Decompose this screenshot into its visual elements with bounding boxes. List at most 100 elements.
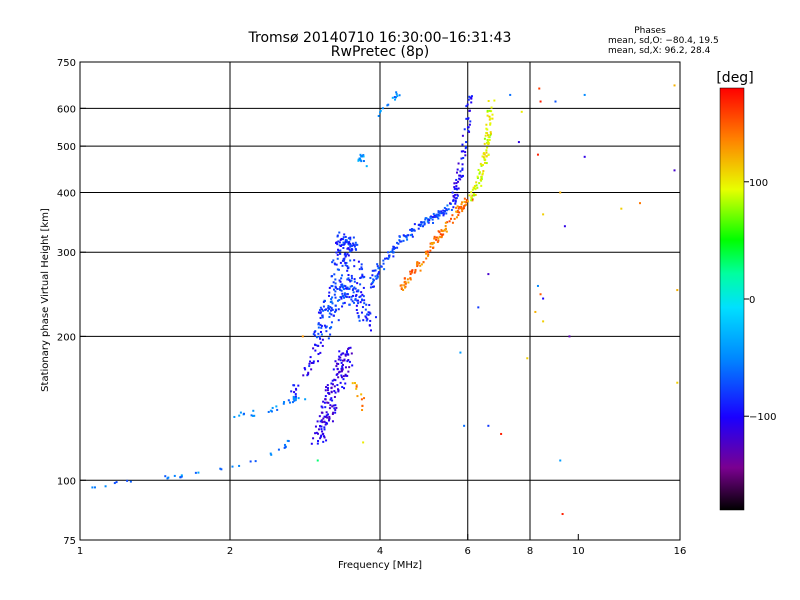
echo-point — [365, 303, 368, 306]
echo-point — [330, 397, 333, 400]
echo-point — [466, 126, 469, 129]
echo-point — [447, 208, 450, 211]
y-tick-label: 400 — [57, 188, 76, 199]
echo-point — [317, 322, 320, 325]
chart-subtitle: RwPretec (8p) — [331, 44, 429, 60]
echo-point — [297, 384, 300, 387]
echo-point — [385, 257, 388, 260]
echo-point — [343, 296, 346, 299]
echo-point — [337, 362, 340, 365]
echo-point — [583, 155, 586, 158]
echo-point — [332, 314, 335, 317]
echo-point — [329, 333, 332, 336]
echo-point — [405, 236, 408, 239]
echo-point — [414, 268, 417, 271]
echo-point — [325, 439, 328, 442]
echo-point — [343, 293, 346, 296]
echo-point — [369, 312, 372, 315]
echo-point — [371, 274, 374, 277]
echo-point — [468, 109, 471, 112]
echo-point — [363, 302, 366, 305]
echo-point — [292, 398, 295, 401]
echo-point — [433, 216, 436, 219]
echo-point — [352, 244, 355, 247]
echo-point — [404, 281, 407, 284]
echo-point — [342, 375, 345, 378]
echo-point — [334, 310, 337, 313]
echo-point — [465, 146, 468, 149]
echo-point — [403, 284, 406, 287]
echo-point — [349, 244, 352, 247]
echo-point — [349, 259, 352, 262]
echo-point — [344, 240, 347, 243]
colorbar-tick-label: 100 — [749, 178, 768, 189]
echo-point — [335, 251, 338, 254]
echo-point — [288, 401, 291, 404]
echo-point — [344, 373, 347, 376]
echo-point — [312, 361, 315, 364]
echo-point — [559, 191, 562, 194]
echo-point — [334, 408, 337, 411]
echo-point — [476, 176, 479, 179]
echo-point — [307, 373, 310, 376]
echo-point — [330, 307, 333, 310]
echo-point — [357, 314, 360, 317]
echo-point — [554, 100, 557, 103]
echo-point — [323, 415, 326, 418]
echo-point — [369, 276, 372, 279]
echo-point — [463, 424, 466, 427]
echo-point — [360, 298, 363, 301]
echo-point — [469, 120, 472, 123]
echo-point — [474, 193, 477, 196]
echo-point — [359, 153, 362, 156]
echo-point — [277, 448, 280, 451]
echo-point — [509, 93, 512, 96]
echo-point — [357, 289, 360, 292]
echo-point — [341, 359, 344, 362]
echo-point — [536, 284, 539, 287]
echo-point — [341, 259, 344, 262]
echo-point — [350, 249, 353, 252]
echo-point — [344, 374, 347, 377]
echo-point — [319, 420, 322, 423]
echo-point — [457, 207, 460, 210]
echo-traces — [91, 91, 496, 489]
echo-point — [489, 134, 492, 137]
echo-point — [325, 308, 328, 311]
y-axis-ticks: 75 100 200 300 400 500 600 750 — [57, 58, 86, 547]
echo-point — [353, 382, 356, 385]
echo-point — [452, 199, 455, 202]
x-axis-label: Frequency [MHz] — [338, 560, 422, 571]
echo-point — [329, 404, 332, 407]
echo-point — [470, 196, 473, 199]
echo-point — [454, 193, 457, 196]
echo-point — [404, 235, 407, 238]
echo-point — [301, 335, 304, 338]
y-tick-label: 200 — [57, 332, 76, 343]
echo-point — [460, 203, 463, 206]
phase-stats-x: mean, sd,X: 96.2, 28.4 — [608, 46, 711, 56]
echo-point — [350, 274, 353, 277]
echo-point — [115, 481, 118, 484]
echo-point — [450, 208, 453, 211]
echo-point — [352, 287, 355, 290]
echo-point — [361, 274, 364, 277]
echo-point — [451, 221, 454, 224]
echo-point — [337, 319, 340, 322]
echo-point — [421, 221, 424, 224]
echo-point — [382, 262, 385, 265]
echo-point — [347, 353, 350, 356]
echo-point — [346, 293, 349, 296]
echo-point — [377, 272, 380, 275]
echo-point — [431, 243, 434, 246]
y-tick-label: 75 — [63, 536, 76, 547]
echo-point — [428, 219, 431, 222]
echo-point — [396, 246, 399, 249]
echo-point — [388, 254, 391, 257]
phase-stats-heading: Phases — [634, 26, 666, 36]
echo-point — [347, 242, 350, 245]
echo-point — [461, 168, 464, 171]
echo-point — [348, 366, 351, 369]
echo-point — [485, 123, 488, 126]
echo-point — [457, 214, 460, 217]
